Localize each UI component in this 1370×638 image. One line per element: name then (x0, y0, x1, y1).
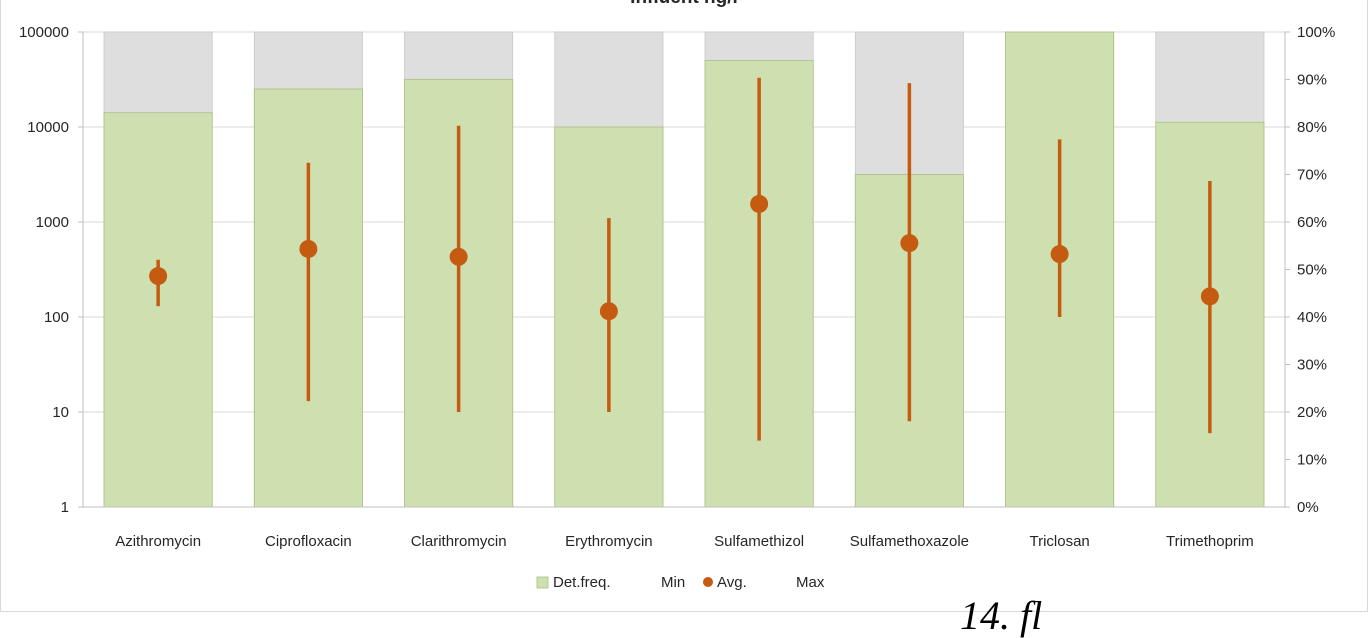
y-left-tick-label: 1000 (36, 214, 69, 231)
legend-swatch-det-freq (536, 576, 549, 589)
category-label: Ciprofloxacin (265, 533, 352, 550)
caption-fragment: 14. fl (960, 593, 1043, 638)
y-right-tick-label: 30% (1297, 357, 1327, 374)
legend-label-det-freq: Det.freq. (553, 574, 611, 591)
y-right-tick-label: 20% (1297, 404, 1327, 421)
category-label: Azithromycin (115, 533, 201, 550)
y-right-tick-label: 100% (1297, 24, 1335, 41)
avg-point (299, 239, 318, 258)
y-right-tick-label: 40% (1297, 309, 1327, 326)
category-label: Erythromycin (565, 533, 653, 550)
chart-title: Influent ng/l (630, 0, 738, 8)
y-right-tick-label: 0% (1297, 499, 1319, 516)
chart: Influent ng/l Azithromycin Ciprofloxacin Cl… (19, 0, 1335, 591)
category-label: Clarithromycin (411, 533, 507, 550)
legend-label-avg: Avg. (717, 574, 747, 591)
avg-point (1200, 287, 1219, 306)
legend-swatch-avg (703, 577, 713, 587)
avg-point (1050, 245, 1069, 264)
y-right-tick-label: 60% (1297, 214, 1327, 231)
avg-point (599, 302, 618, 321)
category-label: Sulfamethoxazole (850, 533, 969, 550)
avg-point (449, 247, 468, 266)
category-label: Trimethoprim (1166, 533, 1254, 550)
y-left-tick-label: 100 (44, 309, 69, 326)
y-right-tick-label: 50% (1297, 262, 1327, 279)
category-label: Triclosan (1029, 533, 1089, 550)
avg-point (149, 267, 168, 286)
y-left-tick-label: 10 (52, 404, 69, 421)
avg-point (900, 234, 919, 253)
avg-point (750, 194, 769, 213)
y-right-tick-label: 70% (1297, 167, 1327, 184)
y-right-tick-label: 90% (1297, 72, 1327, 89)
chart-frame (0, 0, 1368, 612)
y-right-tick-label: 10% (1297, 452, 1327, 469)
y-left-tick-label: 10000 (27, 119, 69, 136)
y-right-tick-label: 80% (1297, 119, 1327, 136)
legend-label-min: Min (661, 574, 685, 591)
y-left-tick-label: 1 (61, 499, 69, 516)
category-label: Sulfamethizol (714, 533, 804, 550)
y-left-tick-label: 100000 (19, 24, 69, 41)
legend-label-max: Max (796, 574, 825, 591)
det-freq-bar (103, 112, 213, 508)
